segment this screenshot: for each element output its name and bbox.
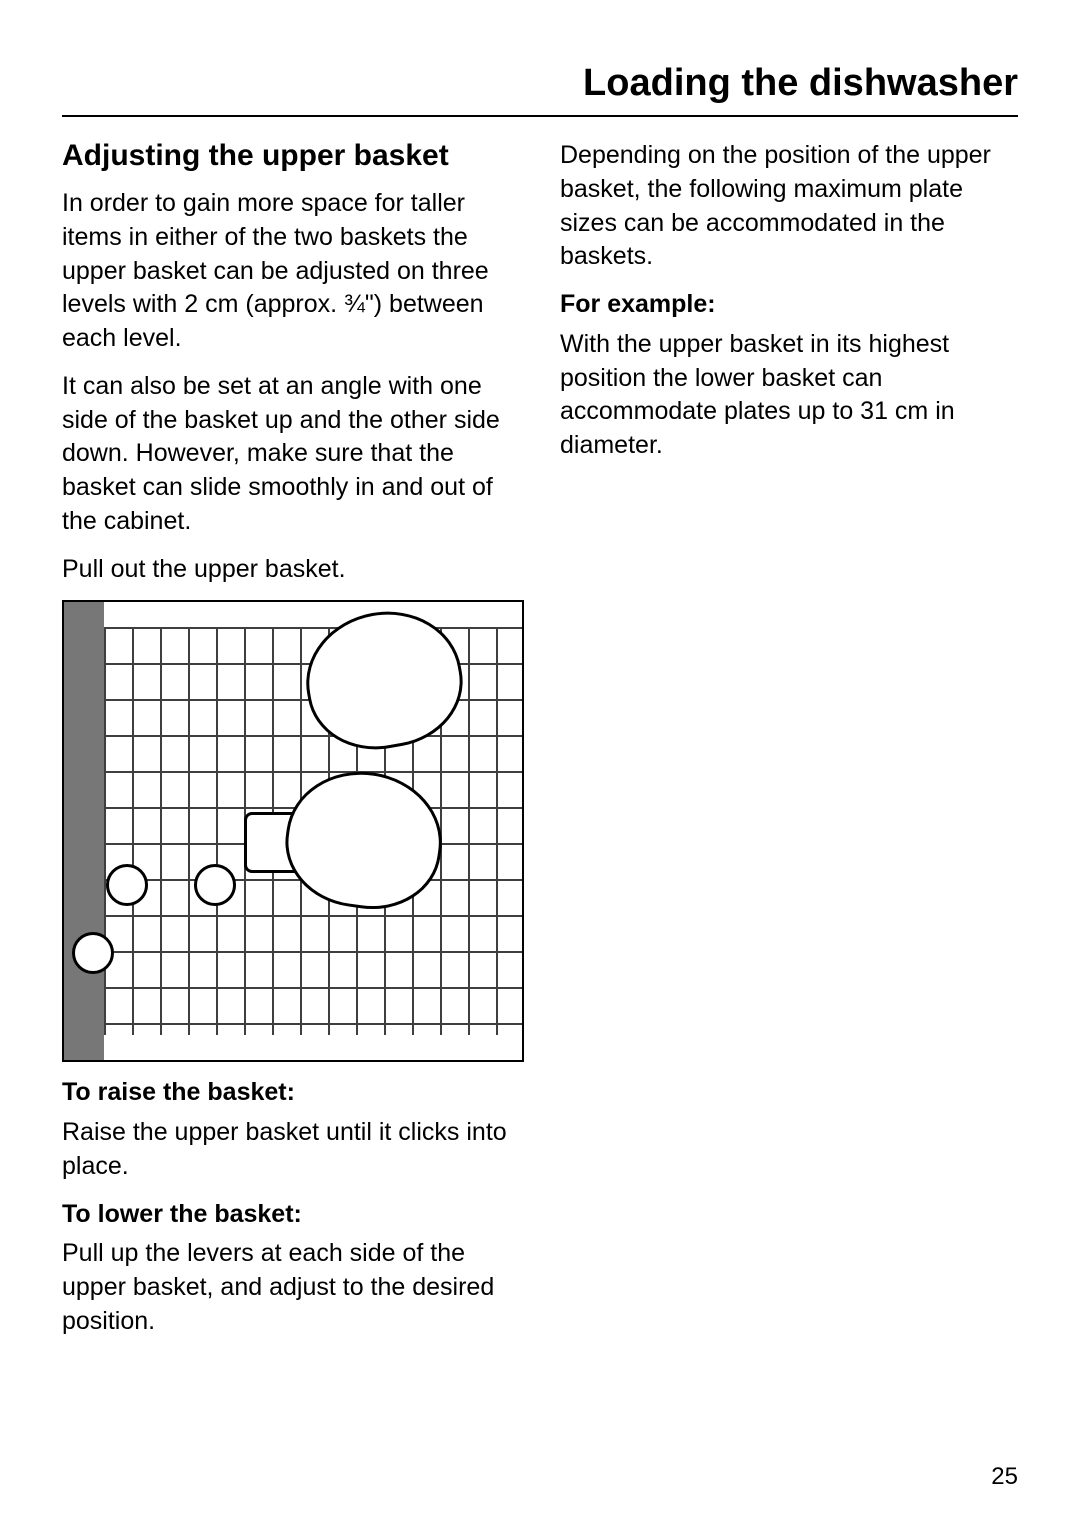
- example-head: For example:: [560, 288, 1018, 322]
- left-column: Adjusting the upper basket In order to g…: [62, 139, 520, 1353]
- page-number: 25: [991, 1463, 1018, 1491]
- right-column: Depending on the position of the upper b…: [560, 139, 1018, 1353]
- illus-wheel-icon: [194, 864, 236, 906]
- raise-basket-head: To raise the basket:: [62, 1076, 520, 1110]
- instruction-pull-out: Pull out the upper basket.: [62, 553, 520, 587]
- page-title: Loading the dishwasher: [62, 62, 1018, 105]
- illus-wheel-icon: [72, 932, 114, 974]
- intro-paragraph-1: In order to gain more space for taller i…: [62, 187, 520, 356]
- intro-paragraph-2: It can also be set at an angle with one …: [62, 370, 520, 539]
- upper-basket-illustration: [62, 600, 524, 1062]
- illus-wall: [64, 602, 104, 1060]
- manual-page: Loading the dishwasher Adjusting the upp…: [0, 0, 1080, 1529]
- illus-wheel-icon: [106, 864, 148, 906]
- title-rule: [62, 115, 1018, 117]
- lower-basket-body: Pull up the levers at each side of the u…: [62, 1237, 520, 1338]
- depending-paragraph: Depending on the position of the upper b…: [560, 139, 1018, 274]
- section-title-adjusting: Adjusting the upper basket: [62, 139, 520, 173]
- two-column-layout: Adjusting the upper basket In order to g…: [62, 139, 1018, 1353]
- lower-basket-head: To lower the basket:: [62, 1198, 520, 1232]
- raise-basket-body: Raise the upper basket until it clicks i…: [62, 1116, 520, 1184]
- example-body: With the upper basket in its highest pos…: [560, 328, 1018, 463]
